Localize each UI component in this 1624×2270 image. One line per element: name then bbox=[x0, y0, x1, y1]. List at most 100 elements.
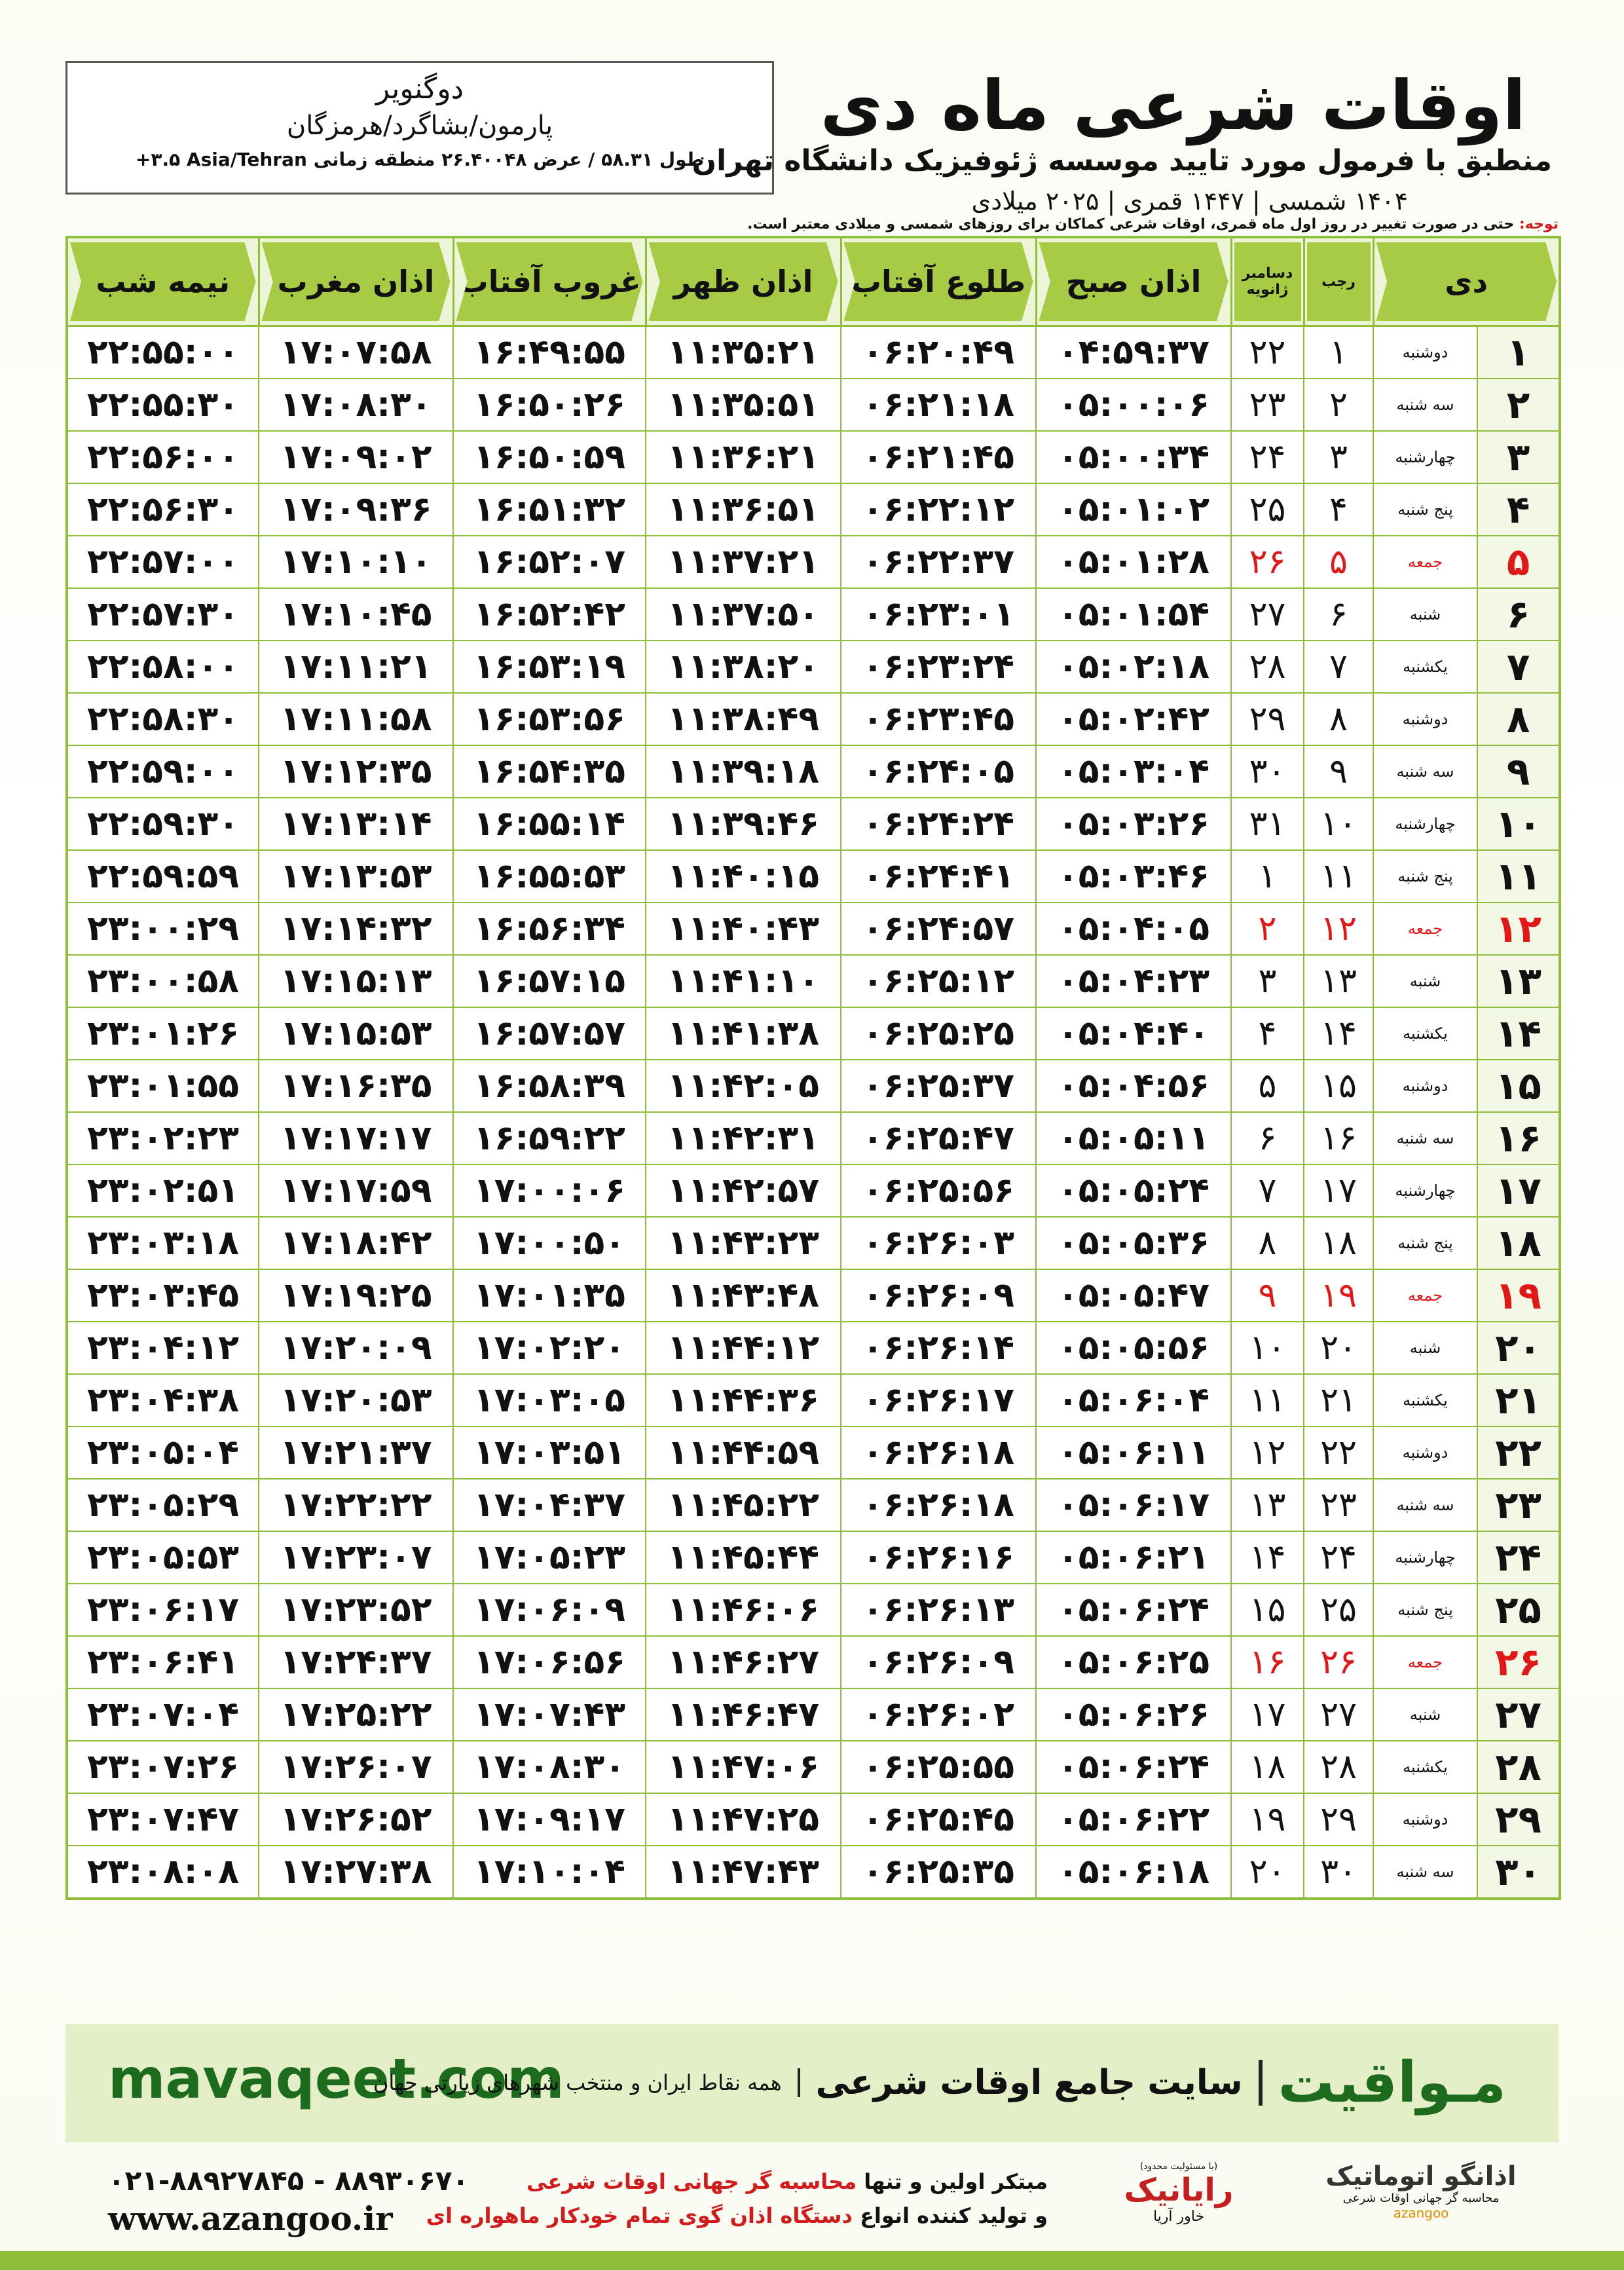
maghrib: ۱۷:۲۵:۲۲ bbox=[258, 1688, 454, 1741]
header-cell: دی bbox=[1372, 236, 1561, 327]
table-row: ۱۳ شنبه ۱۳ ۳ ۰۵:۰۴:۲۳ ۰۶:۲۵:۱۲ ۱۱:۴۱:۱۰ ۱۶:۵۷:۱… bbox=[66, 954, 1561, 1008]
midnight: ۲۳:۰۸:۰۸ bbox=[66, 1845, 259, 1899]
logo-name: اذانگو اتوماتیک bbox=[1325, 2161, 1517, 2191]
header-text: ژانویه bbox=[1246, 282, 1289, 298]
sunset: ۱۷:۰۰:۰۶ bbox=[452, 1164, 646, 1218]
day-number: ۱ bbox=[1477, 325, 1561, 379]
dhuhr: ۱۱:۴۶:۴۷ bbox=[645, 1688, 841, 1741]
header-text: نیمه شب bbox=[70, 242, 256, 321]
sunrise: ۰۶:۲۵:۴۵ bbox=[840, 1793, 1037, 1846]
weekday: یکشنبه bbox=[1372, 1373, 1479, 1427]
day-number: ۱۷ bbox=[1477, 1164, 1561, 1218]
gregorian-day: ۲۸ bbox=[1230, 640, 1304, 694]
header-text: اذان صبح bbox=[1039, 242, 1228, 321]
fajr: ۰۴:۵۹:۳۷ bbox=[1035, 325, 1232, 379]
sunrise: ۰۶:۲۳:۰۱ bbox=[840, 587, 1037, 641]
sunset: ۱۶:۵۲:۰۷ bbox=[452, 535, 646, 589]
dhuhr: ۱۱:۳۷:۲۱ bbox=[645, 535, 841, 589]
rajab-day: ۱۹ bbox=[1303, 1269, 1374, 1322]
sunrise: ۰۶:۲۶:۱۷ bbox=[840, 1373, 1037, 1427]
table-row: ۴ پنج شنبه ۴ ۲۵ ۰۵:۰۱:۰۲ ۰۶:۲۲:۱۲ ۱۱:۳۶:۵۱ ۱۶:۵… bbox=[66, 483, 1561, 536]
separator bbox=[1258, 2060, 1263, 2106]
title: اوقات شرعی ماه دی bbox=[820, 65, 1526, 145]
brand: مـواقیت bbox=[1278, 2050, 1507, 2115]
coverage: همه نقاط ایران و منتخب شهرهای زیارتی جها… bbox=[373, 2070, 782, 2095]
rajab-day: ۷ bbox=[1303, 640, 1374, 694]
header-text: دسامبر bbox=[1242, 265, 1293, 282]
midnight: ۲۲:۵۶:۳۰ bbox=[66, 483, 259, 536]
maghrib: ۱۷:۱۶:۳۵ bbox=[258, 1059, 454, 1113]
maghrib: ۱۷:۱۰:۴۵ bbox=[258, 587, 454, 641]
maghrib: ۱۷:۲۳:۰۷ bbox=[258, 1531, 454, 1584]
day-number: ۱۰ bbox=[1477, 797, 1561, 851]
midnight: ۲۲:۵۹:۰۰ bbox=[66, 745, 259, 798]
table-row: ۱۹ جمعه ۱۹ ۹ ۰۵:۰۵:۴۷ ۰۶:۲۶:۰۹ ۱۱:۴۳:۴۸ ۱۷:۰۱:۳… bbox=[66, 1269, 1561, 1322]
header-text: دی bbox=[1376, 242, 1557, 321]
midnight: ۲۲:۵۹:۵۹ bbox=[66, 849, 259, 903]
sunset: ۱۷:۰۵:۲۳ bbox=[452, 1531, 646, 1584]
day-number: ۳ bbox=[1477, 430, 1561, 484]
gregorian-day: ۲۶ bbox=[1230, 535, 1304, 589]
day-number: ۲۶ bbox=[1477, 1635, 1561, 1689]
rajab-day: ۱۲ bbox=[1303, 902, 1374, 956]
maghrib: ۱۷:۰۸:۳۰ bbox=[258, 378, 454, 432]
header-cell: اذان صبح bbox=[1035, 236, 1232, 327]
dhuhr: ۱۱:۳۸:۴۹ bbox=[645, 692, 841, 746]
maghrib: ۱۷:۱۷:۵۹ bbox=[258, 1164, 454, 1218]
day-number: ۸ bbox=[1477, 692, 1561, 746]
gregorian-day: ۲۵ bbox=[1230, 483, 1304, 536]
day-number: ۱۴ bbox=[1477, 1007, 1561, 1060]
sunset: ۱۷:۰۷:۴۳ bbox=[452, 1688, 646, 1741]
day-number: ۲۸ bbox=[1477, 1740, 1561, 1794]
table-row: ۲۸ یکشنبه ۲۸ ۱۸ ۰۵:۰۶:۲۴ ۰۶:۲۵:۵۵ ۱۱:۴۷:۰۶ ۱۷:۰… bbox=[66, 1740, 1561, 1794]
maghrib: ۱۷:۱۹:۲۵ bbox=[258, 1269, 454, 1322]
gregorian-day: ۱۲ bbox=[1230, 1426, 1304, 1479]
dhuhr: ۱۱:۴۶:۲۷ bbox=[645, 1635, 841, 1689]
sunrise: ۰۶:۲۶:۱۳ bbox=[840, 1583, 1037, 1637]
maghrib: ۱۷:۲۳:۵۲ bbox=[258, 1583, 454, 1637]
maghrib: ۱۷:۱۳:۵۳ bbox=[258, 849, 454, 903]
maghrib: ۱۷:۱۳:۱۴ bbox=[258, 797, 454, 851]
dhuhr: ۱۱:۴۳:۴۸ bbox=[645, 1269, 841, 1322]
gregorian-day: ۱۹ bbox=[1230, 1793, 1304, 1846]
midnight: ۲۲:۵۵:۰۰ bbox=[66, 325, 259, 379]
maghrib: ۱۷:۱۰:۱۰ bbox=[258, 535, 454, 589]
site-url: mavaqeet.com bbox=[108, 2047, 564, 2111]
slogan: سایت جامع اوقات شرعی bbox=[815, 2063, 1243, 2102]
rajab-day: ۲۰ bbox=[1303, 1321, 1374, 1375]
location-box: دوگنویر پارمون/بشاگرد/هرمزگان طول ۵۸.۳۱ … bbox=[65, 61, 774, 195]
maghrib: ۱۷:۱۴:۳۲ bbox=[258, 902, 454, 956]
day-number: ۲۴ bbox=[1477, 1531, 1561, 1584]
maghrib: ۱۷:۲۷:۳۸ bbox=[258, 1845, 454, 1899]
maghrib: ۱۷:۰۷:۵۸ bbox=[258, 325, 454, 379]
table-row: ۵ جمعه ۵ ۲۶ ۰۵:۰۱:۲۸ ۰۶:۲۲:۳۷ ۱۱:۳۷:۲۱ ۱۶:۵۲:۰۷… bbox=[66, 535, 1561, 589]
header-text: رجب bbox=[1306, 242, 1371, 321]
sunset: ۱۶:۵۱:۳۲ bbox=[452, 483, 646, 536]
dhuhr: ۱۱:۴۰:۴۳ bbox=[645, 902, 841, 956]
sunrise: ۰۶:۲۵:۴۷ bbox=[840, 1111, 1037, 1165]
table-row: ۱۷ چهارشنبه ۱۷ ۷ ۰۵:۰۵:۲۴ ۰۶:۲۵:۵۶ ۱۱:۴۲:۵۷ ۱۷:… bbox=[66, 1164, 1561, 1218]
weekday: یکشنبه bbox=[1372, 1740, 1479, 1794]
day-number: ۷ bbox=[1477, 640, 1561, 694]
table-row: ۱ دوشنبه ۱ ۲۲ ۰۴:۵۹:۳۷ ۰۶:۲۰:۴۹ ۱۱:۳۵:۲۱ ۱۶:۴۹:… bbox=[66, 325, 1561, 379]
fajr: ۰۵:۰۶:۲۴ bbox=[1035, 1583, 1232, 1637]
sunset: ۱۶:۴۹:۵۵ bbox=[452, 325, 646, 379]
fajr: ۰۵:۰۱:۰۲ bbox=[1035, 483, 1232, 536]
rajab-day: ۱۴ bbox=[1303, 1007, 1374, 1060]
fajr: ۰۵:۰۴:۰۵ bbox=[1035, 902, 1232, 956]
day-number: ۲۰ bbox=[1477, 1321, 1561, 1375]
header-cell: اذان ظهر bbox=[644, 236, 842, 327]
fajr: ۰۵:۰۶:۲۶ bbox=[1035, 1688, 1232, 1741]
rajab-day: ۸ bbox=[1303, 692, 1374, 746]
dhuhr: ۱۱:۳۹:۴۶ bbox=[645, 797, 841, 851]
sunset: ۱۶:۵۳:۱۹ bbox=[452, 640, 646, 694]
sunset: ۱۷:۰۱:۳۵ bbox=[452, 1269, 646, 1322]
gregorian-day: ۲۴ bbox=[1230, 430, 1304, 484]
header-text: دسامبر ژانویه bbox=[1234, 242, 1301, 321]
day-number: ۲۲ bbox=[1477, 1426, 1561, 1479]
fajr: ۰۵:۰۴:۲۳ bbox=[1035, 954, 1232, 1008]
company-text: مبتکر اولین و تنها محاسبه گر جهانی اوقات… bbox=[426, 2165, 1048, 2233]
midnight: ۲۲:۵۷:۳۰ bbox=[66, 587, 259, 641]
fajr: ۰۵:۰۱:۲۸ bbox=[1035, 535, 1232, 589]
day-number: ۶ bbox=[1477, 587, 1561, 641]
